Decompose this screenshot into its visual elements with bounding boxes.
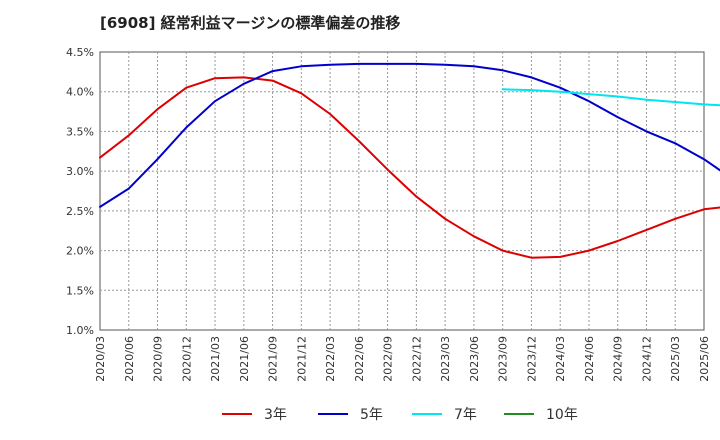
legend-label: 7年: [454, 407, 477, 423]
y-tick-label: 1.0%: [66, 324, 94, 337]
x-tick-label: 2022/06: [353, 336, 366, 382]
gridlines: [100, 52, 704, 330]
x-axis-ticks: 2020/03 2020/06 2020/09 2020/12 2021/03 2021/…: [94, 336, 711, 382]
x-tick-label: 2023/03: [439, 336, 452, 382]
y-tick-label: 2.0%: [66, 245, 94, 258]
x-tick-label: 2022/09: [382, 336, 395, 382]
x-tick-label: 2020/09: [152, 336, 165, 382]
x-tick-label: 2021/12: [295, 336, 308, 382]
x-tick-label: 2022/12: [410, 336, 423, 382]
x-tick-label: 2024/12: [640, 336, 653, 382]
y-tick-label: 3.0%: [66, 165, 94, 178]
x-tick-label: 2023/12: [525, 336, 538, 382]
plot-area: [99, 51, 705, 331]
y-tick-label: 3.5%: [66, 125, 94, 138]
plot-frame: [99, 51, 705, 331]
x-tick-label: 2024/03: [554, 336, 567, 382]
x-tick-label: 2020/12: [180, 336, 193, 382]
series-line-5年: [99, 62, 720, 208]
legend-label: 10年: [546, 407, 578, 423]
y-tick-label: 2.5%: [66, 205, 94, 218]
x-tick-label: 2023/09: [497, 336, 510, 382]
x-tick-label: 2024/09: [612, 336, 625, 382]
x-tick-label: 2020/03: [94, 336, 107, 382]
x-tick-label: 2021/03: [209, 336, 222, 382]
y-axis-ticks: 1.0% 1.5% 2.0% 2.5% 3.0% 3.5% 4.0% 4.5%: [66, 46, 94, 337]
x-tick-label: 2020/06: [123, 336, 136, 382]
series-lines: [99, 62, 720, 259]
x-tick-label: 2025/06: [698, 336, 711, 382]
x-tick-label: 2025/03: [669, 336, 682, 382]
legend-label: 5年: [360, 407, 383, 423]
y-tick-label: 4.5%: [66, 46, 94, 59]
x-tick-label: 2021/09: [267, 336, 280, 382]
y-tick-label: 4.0%: [66, 86, 94, 99]
chart-title: [6908] 経常利益マージンの標準偏差の推移: [100, 14, 401, 32]
x-tick-label: 2022/03: [324, 336, 337, 382]
series-line-7年: [501, 88, 720, 107]
y-tick-label: 1.5%: [66, 284, 94, 297]
x-tick-label: 2021/06: [238, 336, 251, 382]
legend-label: 3年: [264, 407, 287, 423]
legend: 3年 5年 7年 10年: [222, 407, 578, 423]
x-tick-label: 2024/06: [583, 336, 596, 382]
series-line-3年: [99, 76, 720, 259]
x-tick-label: 2023/06: [468, 336, 481, 382]
